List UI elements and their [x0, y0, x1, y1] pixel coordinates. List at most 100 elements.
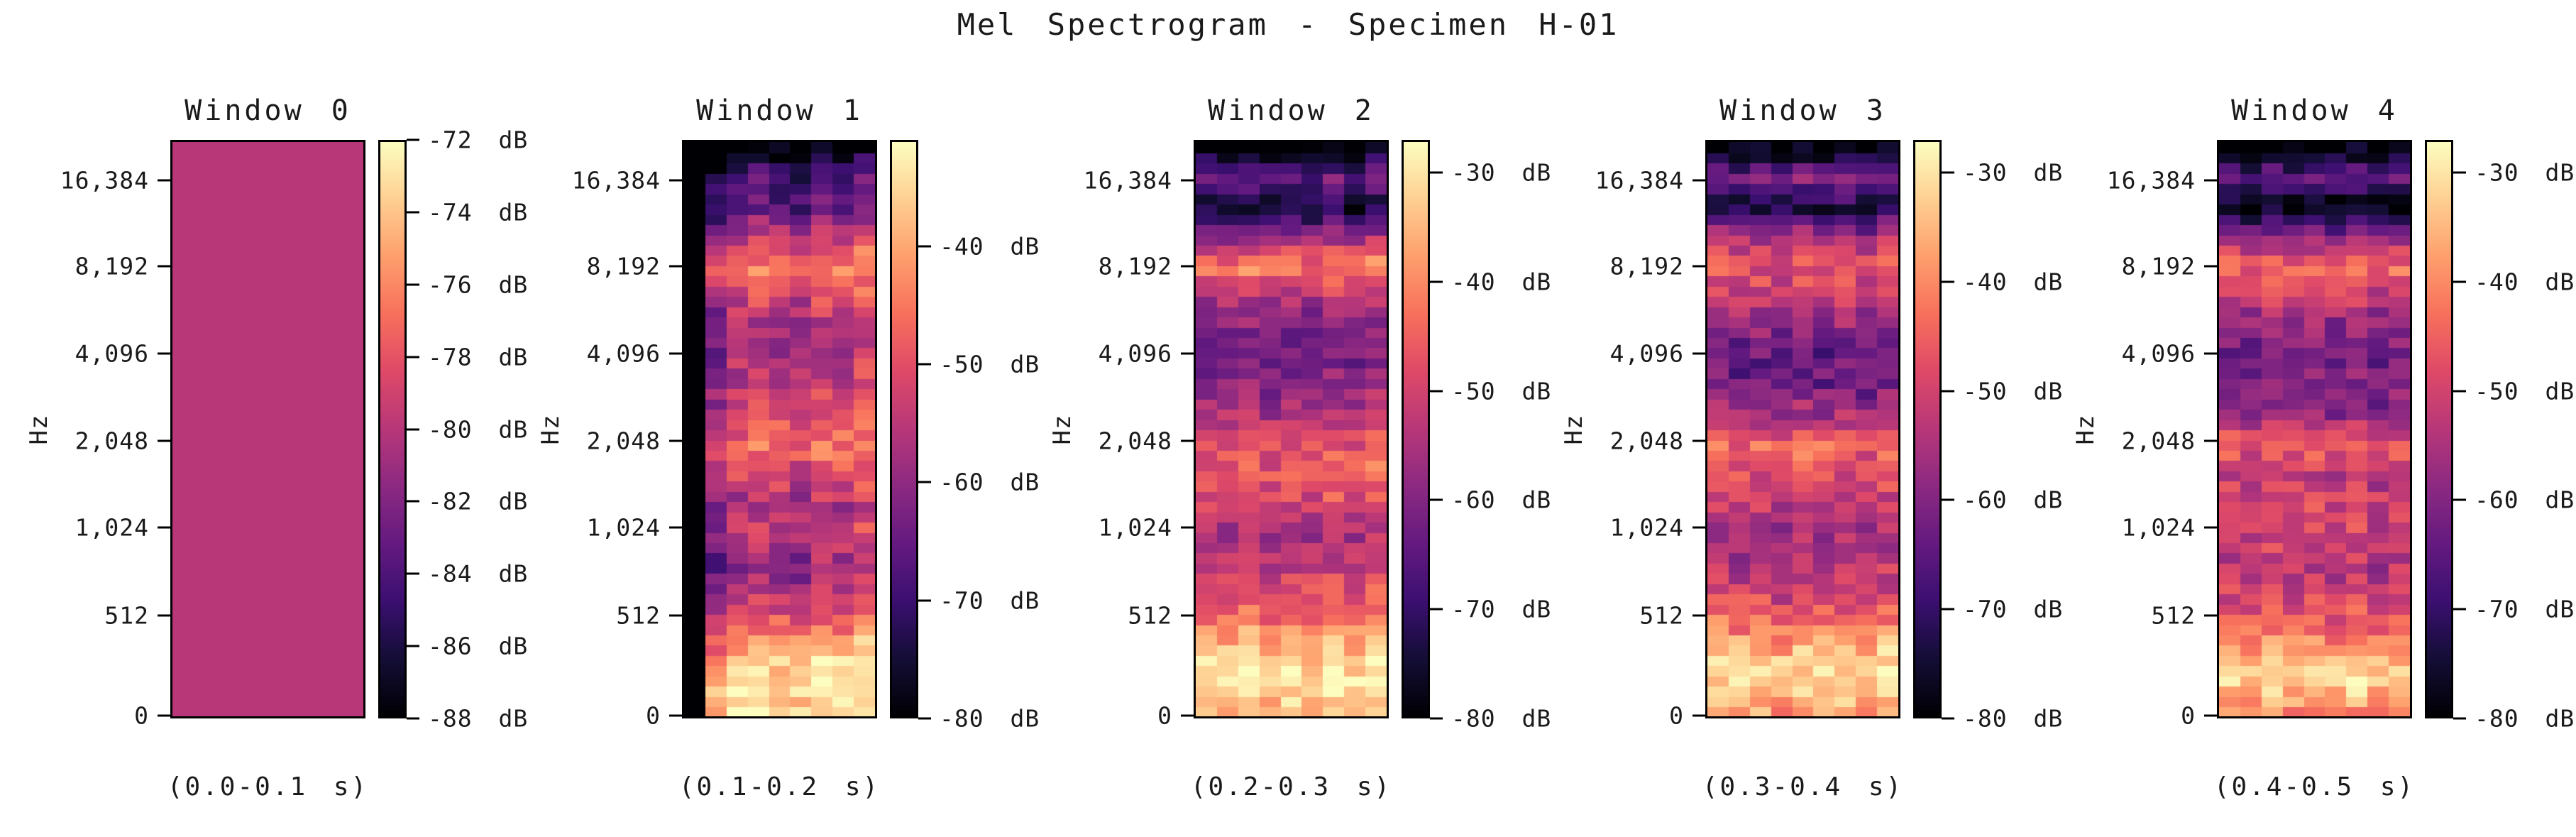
y-tick-mark	[158, 352, 170, 355]
x-axis-label: (0.4-0.5 s)	[2213, 772, 2416, 802]
y-tick-label: 4,096	[1609, 339, 1684, 368]
colorbar-frame	[378, 140, 407, 718]
colorbar-tick-mark	[1942, 498, 1954, 501]
y-tick-label: 2,048	[1098, 427, 1172, 455]
y-tick-mark	[2204, 265, 2217, 268]
colorbar-canvas	[1915, 142, 1939, 716]
colorbar-tick-label: -80 dB	[1451, 704, 1552, 733]
colorbar-tick-label: -60 dB	[1963, 486, 2064, 514]
plot-frame	[1705, 140, 1900, 718]
y-tick-mark	[669, 714, 682, 717]
plot-frame	[682, 140, 877, 718]
figure-title: Mel Spectrogram - Specimen H-01	[957, 7, 1619, 42]
colorbar-tick-label: -60 dB	[940, 468, 1040, 496]
panel-title: Window 2	[1208, 94, 1375, 127]
colorbar-tick-mark	[918, 363, 931, 366]
colorbar-tick-mark	[2453, 390, 2466, 393]
y-tick-label: 2,048	[1609, 427, 1684, 455]
colorbar-tick-label: -70 dB	[1963, 595, 2064, 623]
colorbar-tick-label: -40 dB	[2475, 268, 2575, 296]
y-tick-label: 4,096	[586, 339, 661, 368]
y-tick-label: 1,024	[1609, 513, 1684, 542]
colorbar-tick-label: -60 dB	[1451, 486, 1552, 514]
colorbar-tick-mark	[1430, 717, 1443, 720]
colorbar-tick-mark	[1942, 171, 1954, 174]
panel-title: Window 0	[185, 94, 351, 127]
x-axis-label: (0.1-0.2 s)	[678, 772, 881, 802]
y-tick-label: 2,048	[2121, 427, 2196, 455]
y-tick-label: 4,096	[75, 339, 149, 368]
y-tick-mark	[669, 526, 682, 529]
plot-frame	[1194, 140, 1389, 718]
colorbar-tick-mark	[918, 245, 931, 248]
colorbar-tick-mark	[407, 717, 419, 720]
y-tick-mark	[158, 614, 170, 617]
plot-frame	[2217, 140, 2412, 718]
colorbar-tick-label: -30 dB	[1963, 158, 2064, 187]
colorbar-tick-label: -50 dB	[1451, 377, 1552, 405]
y-tick-label: 512	[1639, 601, 1684, 630]
y-tick-mark	[669, 439, 682, 442]
colorbar-tick-label: -70 dB	[1451, 595, 1552, 623]
colorbar-tick-mark	[1430, 498, 1443, 501]
colorbar-tick-mark	[407, 645, 419, 647]
colorbar-tick-mark	[1430, 171, 1443, 174]
colorbar-tick-label: -80 dB	[428, 415, 529, 443]
y-tick-mark	[1692, 714, 1705, 717]
y-tick-mark	[669, 179, 682, 182]
colorbar-tick-mark	[1942, 608, 1954, 611]
colorbar-tick-label: -80 dB	[1963, 704, 2064, 733]
y-tick-label: 0	[646, 701, 661, 730]
y-tick-label: 16,384	[2106, 166, 2196, 195]
panel-title: Window 3	[1719, 94, 1886, 127]
colorbar-canvas	[1404, 142, 1428, 716]
y-tick-mark	[1692, 526, 1705, 529]
colorbar-tick-label: -88 dB	[428, 704, 529, 733]
colorbar-tick-label: -86 dB	[428, 632, 529, 660]
y-tick-label: 8,192	[2121, 252, 2196, 280]
y-tick-mark	[1181, 352, 1194, 355]
y-tick-mark	[2204, 179, 2217, 182]
y-tick-mark	[1692, 614, 1705, 617]
y-tick-label: 8,192	[586, 252, 661, 280]
colorbar-tick-mark	[1430, 280, 1443, 283]
colorbar-tick-mark	[407, 428, 419, 430]
y-tick-label: 512	[2151, 601, 2196, 630]
panel-title: Window 1	[696, 94, 863, 127]
y-tick-label: 2,048	[586, 427, 661, 455]
colorbar-frame	[1913, 140, 1942, 718]
spectrogram-canvas	[684, 142, 875, 716]
colorbar-tick-label: -60 dB	[2475, 486, 2575, 514]
colorbar-tick-mark	[2453, 280, 2466, 283]
y-tick-mark	[669, 352, 682, 355]
spectrogram-canvas	[172, 142, 363, 716]
y-tick-label: 0	[2181, 701, 2196, 730]
y-tick-label: 2,048	[75, 427, 149, 455]
y-tick-label: 512	[1128, 601, 1172, 630]
y-tick-label: 8,192	[75, 252, 149, 280]
y-tick-mark	[669, 614, 682, 617]
y-tick-label: 0	[134, 701, 149, 730]
colorbar-tick-mark	[407, 572, 419, 575]
colorbar-tick-label: -80 dB	[2475, 704, 2575, 733]
colorbar-canvas	[380, 142, 404, 716]
colorbar-tick-mark	[407, 211, 419, 214]
spectrogram-canvas	[1196, 142, 1387, 716]
y-tick-mark	[158, 265, 170, 268]
y-tick-mark	[2204, 714, 2217, 717]
colorbar-tick-mark	[2453, 171, 2466, 174]
colorbar-tick-mark	[918, 481, 931, 483]
colorbar-frame	[1402, 140, 1430, 718]
y-tick-mark	[1692, 439, 1705, 442]
colorbar-tick-mark	[407, 500, 419, 503]
y-tick-label: 8,192	[1609, 252, 1684, 280]
y-tick-mark	[2204, 439, 2217, 442]
colorbar-tick-mark	[1942, 280, 1954, 283]
colorbar-tick-label: -50 dB	[1963, 377, 2064, 405]
colorbar-tick-label: -40 dB	[1963, 268, 2064, 296]
colorbar-tick-label: -50 dB	[2475, 377, 2575, 405]
y-tick-label: 4,096	[1098, 339, 1172, 368]
colorbar-tick-label: -40 dB	[940, 232, 1040, 261]
y-tick-mark	[1181, 439, 1194, 442]
